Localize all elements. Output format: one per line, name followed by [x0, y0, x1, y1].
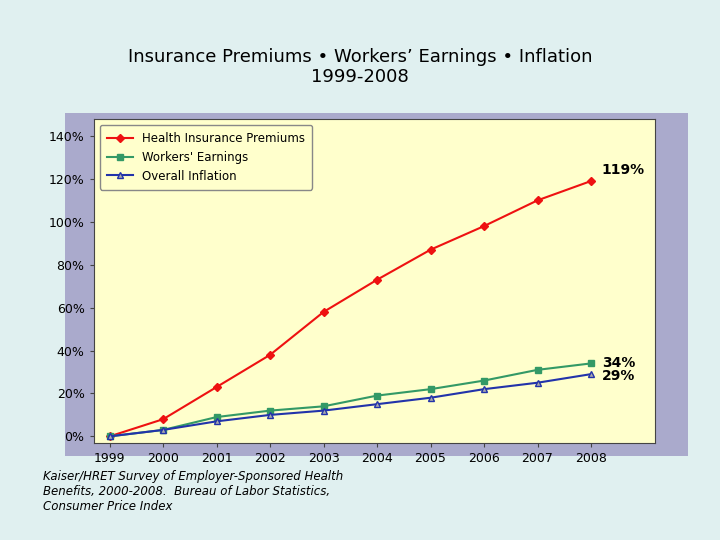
Text: 34%: 34% — [602, 356, 635, 370]
Text: 1999-2008: 1999-2008 — [311, 68, 409, 86]
Text: 119%: 119% — [602, 163, 645, 177]
Text: Kaiser/HRET Survey of Employer-Sponsored Health
Benefits, 2000-2008.  Bureau of : Kaiser/HRET Survey of Employer-Sponsored… — [43, 470, 343, 513]
Text: Insurance Premiums • Workers’ Earnings • Inflation: Insurance Premiums • Workers’ Earnings •… — [127, 48, 593, 66]
Legend: Health Insurance Premiums, Workers' Earnings, Overall Inflation: Health Insurance Premiums, Workers' Earn… — [99, 125, 312, 190]
Text: 29%: 29% — [602, 369, 635, 383]
